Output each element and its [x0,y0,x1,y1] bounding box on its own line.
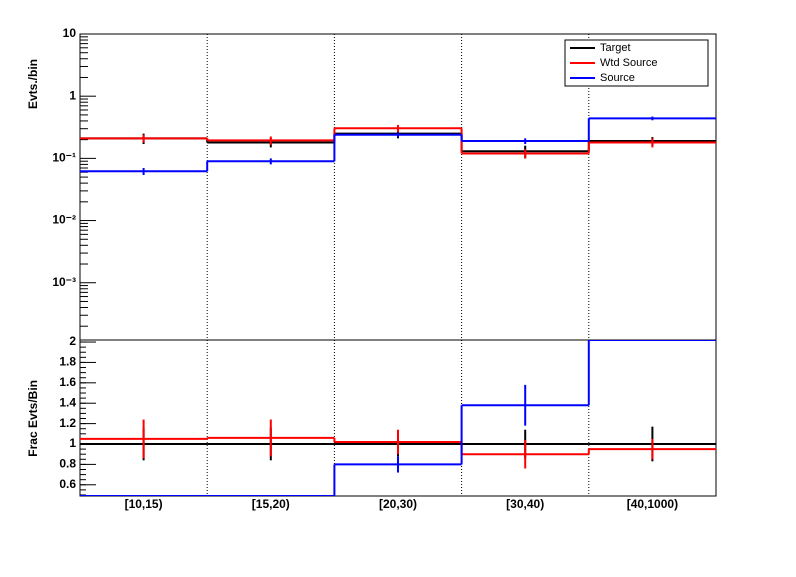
x-tick-label: [15,20) [252,497,290,511]
legend-label: Wtd Source [600,57,657,69]
y-axis-label: Frac Evts/Bin [26,380,40,457]
y-tick-label: 1.8 [59,355,76,369]
x-tick-label: [10,15) [125,497,163,511]
x-tick-label: [40,1000) [627,497,678,511]
y-tick-label: 0.8 [59,457,76,471]
y-tick-label: 1.2 [59,416,76,430]
y-tick-label: 1.6 [59,375,76,389]
x-tick-label: [20,30) [379,497,417,511]
series-group [80,116,716,176]
y-tick-label: 2 [69,334,76,348]
plot-frame [79,339,717,497]
y-tick-label: 0.6 [59,477,76,491]
y-axis-label: Evts./bin [26,59,40,109]
y-tick-label: 10 [63,26,77,40]
y-tick-label: 10⁻² [52,213,76,227]
x-tick-label: [30,40) [506,497,544,511]
y-tick-label: 10⁻³ [52,275,76,289]
y-tick-label: 10⁻¹ [52,151,76,165]
series-group [80,340,716,496]
legend-label: Source [600,72,635,84]
y-tick-label: 1 [69,88,76,102]
y-tick-label: 1.4 [59,395,76,409]
legend-label: Target [600,42,631,54]
y-tick-label: 1 [69,436,76,450]
